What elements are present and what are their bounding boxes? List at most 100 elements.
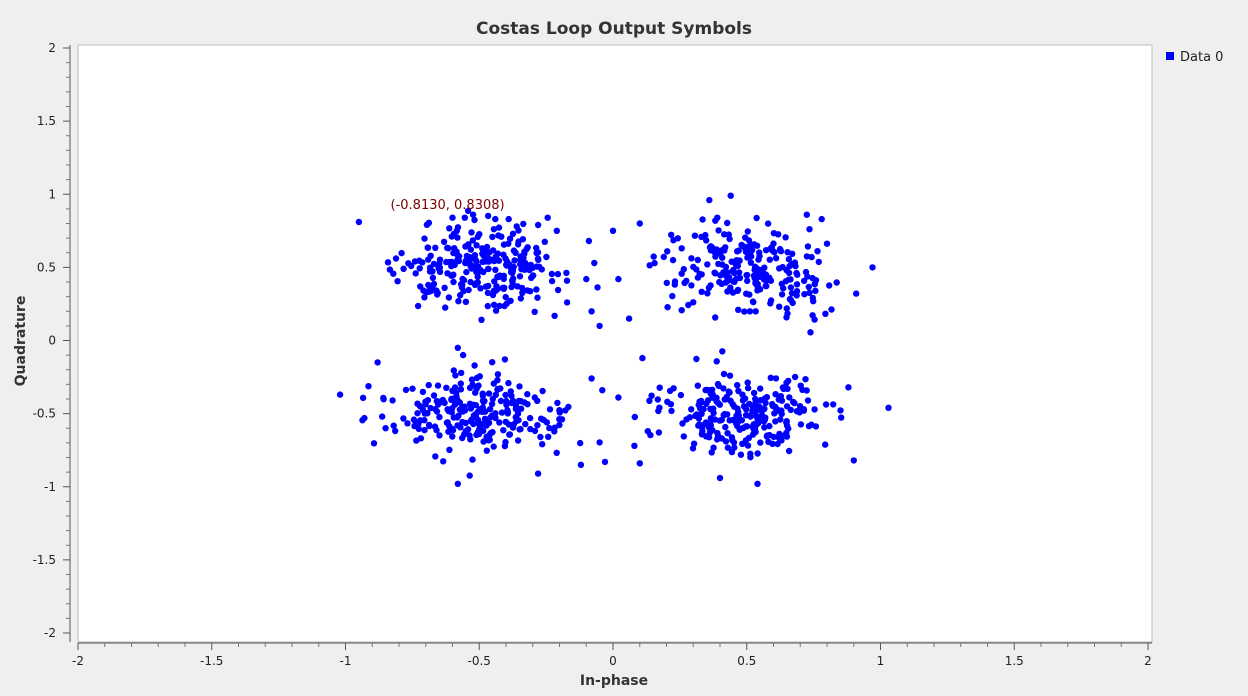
data-point[interactable]	[786, 394, 793, 401]
data-point[interactable]	[744, 243, 752, 250]
data-point[interactable]	[474, 233, 481, 241]
data-point[interactable]	[805, 422, 813, 430]
data-point[interactable]	[725, 388, 732, 395]
data-point[interactable]	[534, 397, 541, 404]
data-point[interactable]	[806, 226, 813, 233]
data-point[interactable]	[803, 211, 810, 218]
data-point[interactable]	[757, 385, 764, 392]
data-point[interactable]	[757, 397, 764, 404]
data-point[interactable]	[468, 376, 476, 383]
data-point[interactable]	[514, 437, 522, 444]
data-point[interactable]	[534, 294, 541, 301]
data-point[interactable]	[721, 231, 728, 238]
data-point[interactable]	[804, 397, 812, 404]
data-point[interactable]	[416, 265, 423, 272]
data-point[interactable]	[765, 438, 772, 446]
data-point[interactable]	[743, 272, 750, 279]
data-point[interactable]	[517, 256, 524, 263]
data-point[interactable]	[756, 273, 763, 280]
data-point[interactable]	[554, 270, 562, 278]
data-point[interactable]	[731, 403, 738, 410]
data-point[interactable]	[596, 439, 603, 446]
data-point[interactable]	[507, 297, 514, 304]
data-point[interactable]	[477, 285, 484, 292]
data-point[interactable]	[782, 234, 789, 241]
data-point[interactable]	[738, 417, 745, 424]
data-point[interactable]	[695, 415, 703, 422]
data-point[interactable]	[585, 237, 593, 245]
data-point[interactable]	[527, 261, 535, 269]
data-point[interactable]	[706, 196, 713, 204]
data-point[interactable]	[721, 396, 728, 403]
data-point[interactable]	[449, 272, 456, 279]
data-point[interactable]	[459, 351, 467, 359]
data-point[interactable]	[787, 284, 795, 291]
data-point[interactable]	[409, 385, 416, 392]
data-point[interactable]	[452, 372, 459, 379]
data-point[interactable]	[818, 215, 825, 223]
data-point[interactable]	[457, 386, 465, 393]
data-point[interactable]	[660, 253, 667, 261]
data-point[interactable]	[744, 277, 751, 285]
data-point[interactable]	[742, 423, 749, 430]
data-point[interactable]	[554, 286, 562, 294]
data-point[interactable]	[472, 411, 479, 418]
data-point[interactable]	[800, 407, 807, 414]
data-point[interactable]	[826, 282, 833, 289]
data-point[interactable]	[755, 256, 762, 263]
data-point[interactable]	[494, 371, 502, 378]
data-point[interactable]	[750, 389, 758, 397]
data-point[interactable]	[756, 249, 763, 256]
data-point[interactable]	[677, 391, 685, 399]
data-point[interactable]	[487, 413, 494, 421]
data-point[interactable]	[714, 429, 721, 437]
data-point[interactable]	[719, 348, 726, 355]
data-point[interactable]	[480, 427, 487, 434]
data-point[interactable]	[520, 220, 527, 228]
data-point[interactable]	[467, 418, 474, 425]
data-point[interactable]	[716, 401, 723, 408]
data-point[interactable]	[735, 306, 742, 313]
data-point[interactable]	[546, 406, 554, 413]
data-point[interactable]	[724, 269, 731, 276]
data-point[interactable]	[515, 417, 522, 424]
data-point[interactable]	[583, 275, 590, 283]
data-point[interactable]	[750, 241, 758, 248]
data-point[interactable]	[534, 221, 542, 229]
data-point[interactable]	[543, 419, 551, 426]
data-point[interactable]	[464, 207, 472, 215]
plot-area[interactable]	[77, 44, 1153, 643]
data-point[interactable]	[811, 406, 818, 413]
data-point[interactable]	[514, 283, 521, 290]
data-point[interactable]	[511, 257, 518, 264]
data-point[interactable]	[734, 262, 742, 270]
data-point[interactable]	[713, 358, 720, 365]
data-point[interactable]	[534, 470, 542, 477]
data-point[interactable]	[594, 284, 601, 291]
data-point[interactable]	[483, 447, 490, 454]
data-point[interactable]	[502, 438, 509, 446]
data-point[interactable]	[422, 398, 429, 405]
data-point[interactable]	[487, 429, 495, 437]
data-point[interactable]	[442, 304, 449, 311]
data-point[interactable]	[474, 416, 482, 424]
data-point[interactable]	[669, 256, 677, 264]
data-point[interactable]	[429, 268, 436, 275]
data-point[interactable]	[772, 375, 780, 382]
data-point[interactable]	[693, 266, 700, 273]
data-point[interactable]	[791, 399, 798, 407]
data-point[interactable]	[556, 416, 563, 423]
data-point[interactable]	[449, 214, 456, 221]
data-point[interactable]	[766, 422, 773, 430]
data-point[interactable]	[810, 298, 817, 305]
data-point[interactable]	[469, 456, 476, 463]
data-point[interactable]	[443, 384, 450, 391]
data-point[interactable]	[454, 344, 461, 351]
data-point[interactable]	[486, 436, 493, 444]
data-point[interactable]	[516, 426, 523, 433]
data-point[interactable]	[448, 409, 455, 416]
data-point[interactable]	[735, 387, 742, 395]
data-point[interactable]	[513, 223, 520, 230]
data-point[interactable]	[498, 233, 505, 240]
data-point[interactable]	[609, 227, 617, 234]
